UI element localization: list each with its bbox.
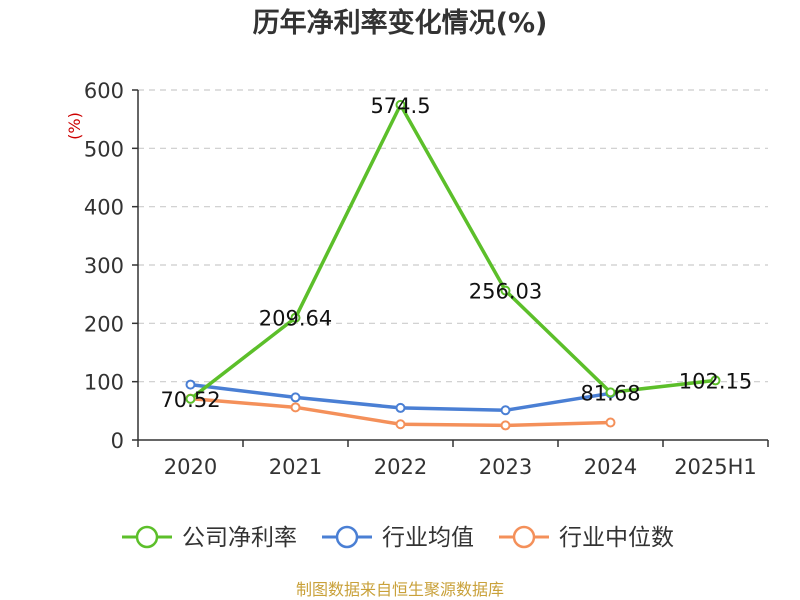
series-line-0: [189, 103, 716, 401]
series-1-point-2022: [395, 402, 406, 413]
data-label-2025H1: 102.15: [679, 369, 752, 393]
data-source-note: 制图数据来自恒生聚源数据库: [296, 580, 504, 599]
data-label-2022: 574.5: [370, 94, 430, 118]
legend-label-2: 行业中位数: [559, 525, 674, 551]
series-1-point-2021: [290, 392, 301, 403]
x-tick-label-2022: 2022: [374, 455, 427, 479]
data-label-2020: 70.52: [160, 388, 220, 412]
series-0-point-2022: [395, 99, 406, 110]
x-tick-label-2023: 2023: [479, 455, 532, 479]
y-tick-label-200: 200: [84, 312, 124, 336]
data-label-2021: 209.64: [259, 307, 332, 331]
y-tick-label-100: 100: [84, 371, 124, 395]
series-0-point-2025H1: [710, 375, 721, 386]
series-lines: [185, 99, 721, 431]
grid-lines: [138, 89, 768, 383]
series-1-point-2023: [500, 405, 511, 416]
legend-item-0[interactable]: 公司净利率: [122, 525, 297, 551]
series-0-point-2024: [605, 387, 616, 398]
series-2-point-2024: [605, 417, 616, 428]
y-tick-label-500: 500: [84, 137, 124, 161]
legend-label-0: 公司净利率: [182, 525, 297, 551]
legend: 公司净利率 行业均值 行业中位数: [122, 525, 674, 551]
legend-swatch-marker-2: [512, 525, 536, 549]
series-2-point-2022: [395, 419, 406, 430]
y-tick-label-400: 400: [84, 196, 124, 220]
legend-item-1[interactable]: 行业均值: [322, 525, 474, 551]
legend-swatch-marker-1: [335, 525, 359, 549]
series-2-point-2021: [290, 402, 301, 413]
data-labels: 70.52 209.64 574.5 256.03 81.68 102.15: [160, 94, 752, 412]
legend-label-1: 行业均值: [382, 525, 474, 551]
series-0-point-2020: [185, 393, 196, 404]
y-tick-label-300: 300: [84, 254, 124, 278]
data-label-2024: 81.68: [580, 381, 640, 405]
y-tick-label-0: 0: [111, 429, 124, 453]
x-tick-label-2024: 2024: [584, 455, 637, 479]
series-1-point-2020: [185, 379, 196, 390]
series-0-point-2021: [290, 312, 301, 323]
chart-title: 历年净利率变化情况(%): [253, 7, 548, 39]
data-label-2023: 256.03: [469, 280, 542, 304]
x-tick-label-2021: 2021: [269, 455, 322, 479]
y-tick-label-600: 600: [84, 79, 124, 103]
legend-swatch-marker-0: [135, 525, 159, 549]
legend-item-2[interactable]: 行业中位数: [499, 525, 674, 551]
axes: 0 100 200 300 400 500 600 2020 2021 2022 2023 2024 2…: [84, 79, 769, 479]
x-tick-label-2025H1: 2025H1: [674, 455, 757, 479]
x-tick-label-2020: 2020: [164, 455, 217, 479]
y-axis-label: (%): [65, 112, 84, 140]
series-0-point-2023: [500, 285, 511, 296]
series-2-point-2023: [500, 420, 511, 431]
